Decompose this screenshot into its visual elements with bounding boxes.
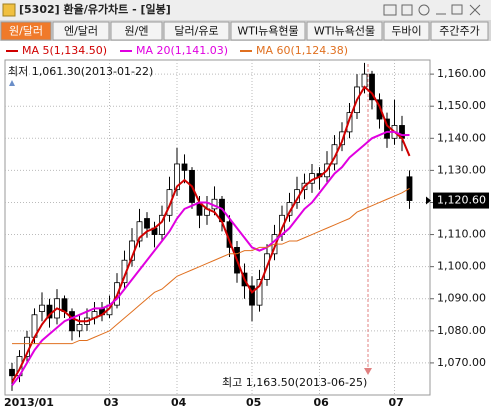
y-tick-label: 1,150.00 [437,99,486,112]
candle-body [9,368,15,377]
title-bar [0,0,491,20]
ma-line [11,130,410,386]
help-button[interactable] [418,4,430,16]
plot: 1,070.00 1,080.00 1,090.00 1,100.00 1,110.00… [4,60,489,409]
tab-label[interactable]: 주간주가 [439,25,479,38]
y-tick-label: 1,110.00 [437,228,486,241]
x-tick-label: 2013/01 [4,396,54,409]
candle-body [346,112,353,133]
window-buttons[interactable] [383,4,481,16]
candle-body [369,73,375,101]
y-tick-label: 1,070.00 [437,356,486,369]
legend: MA 5(1,134.50) MA 20(1,141.03) MA 60(1,124… [6,44,348,57]
candle-body [39,304,45,312]
candle-body [361,73,368,88]
x-tick-label: 04 [171,396,187,409]
y-tick-label: 1,090.00 [437,292,486,305]
last-price-box [433,192,489,209]
y-tick-label: 1,130.00 [437,163,486,176]
tab[interactable] [163,21,230,41]
y-tick-label: 1,080.00 [437,324,486,337]
last-price-label: 1,120.60 [437,194,486,207]
tab[interactable] [0,21,52,41]
legend-label: MA 5(1,134.50) [22,44,107,57]
candle-body [174,163,180,191]
legend-label: MA 20(1,141.03) [136,44,228,57]
link-button[interactable] [383,4,397,16]
ma-line [12,187,410,345]
x-tick-label: 07 [389,396,404,409]
ma-line [11,85,411,383]
chart-bg [0,41,491,410]
low-annotation: 최저 1,061.30(2013-01-22) [8,65,153,78]
tab[interactable] [110,21,163,41]
x-tick-label: 06 [314,396,330,409]
candle-body [166,189,173,216]
candle-body [249,285,255,306]
tab-label[interactable]: 원/엔 [125,25,149,38]
candle-body [181,163,188,171]
candle-body [76,324,83,332]
tab[interactable] [306,21,383,41]
tab-label[interactable]: WTI뉴욕현물 [237,25,298,38]
tab-label[interactable]: 달러/유로 [174,25,218,38]
y-tick-label: 1,100.00 [437,260,486,273]
candle-body [69,311,75,332]
x-tick-label: 03 [104,396,119,409]
candle-body [256,279,263,306]
max-button[interactable] [451,4,463,15]
tab[interactable] [430,21,489,41]
last-price-pointer [426,196,431,205]
tab-label[interactable]: 엔/달러 [64,25,98,38]
high-annotation: 최고 1,163.50(2013-06-25) [222,376,367,389]
candle-body [376,99,383,120]
candle-body [339,131,345,146]
close-button[interactable] [469,4,481,16]
x-tick-label: 05 [246,396,261,409]
tab[interactable] [383,21,430,41]
high-arrow [364,368,372,375]
tab-label[interactable]: WTI뉴욕선물 [314,25,375,38]
tab-label[interactable]: 원/달러 [9,25,43,38]
candle-body [61,298,68,312]
legend-label: MA 60(1,124.38) [256,44,348,57]
candle-body [136,221,143,242]
candle-body [144,218,150,229]
y-tick-label: 1,140.00 [437,131,486,144]
tab-label[interactable]: 두바이 [391,25,421,38]
tab-bar: 원/달러 엔/달러 원/엔 달러/유로 WTI뉴욕현물 WTI뉴욕선물 두바이 주간주가 [0,21,489,41]
app-icon [2,3,16,17]
plot-frame [4,59,431,396]
y-tick-label: 1,160.00 [437,67,486,80]
low-arrow [9,80,15,86]
tab[interactable] [52,21,110,41]
lock-button[interactable] [401,4,413,16]
tab[interactable] [230,21,306,41]
window-title: [5302] 환율/유가차트 - [일봉] [19,2,171,16]
